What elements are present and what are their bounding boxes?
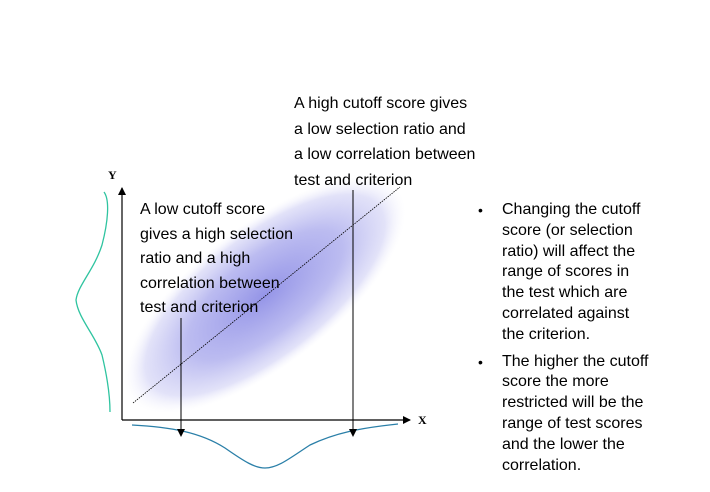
bullet-2-line-1: The higher the cutoff bbox=[502, 352, 649, 370]
x-distribution-curve bbox=[131, 423, 399, 469]
explanation-bullets: • Changing the cutoff score (or selectio… bbox=[476, 200, 691, 482]
bullet-1-line-5: the test which are bbox=[502, 284, 628, 302]
bullet-1-line-3: ratio) will affect the bbox=[502, 242, 636, 260]
y-distribution-curve bbox=[75, 191, 111, 413]
bullet-item: • The higher the cutoff score the more r… bbox=[476, 352, 691, 477]
bullet-2-line-5: and the lower the bbox=[502, 435, 625, 453]
low-cutoff-annotation: A low cutoff score gives a high selectio… bbox=[140, 198, 320, 321]
scatter-ellipse bbox=[124, 176, 406, 414]
regression-line bbox=[132, 186, 401, 404]
high-cutoff-line-4: test and criterion bbox=[294, 171, 413, 189]
low-cutoff-line-2: gives a high selection bbox=[140, 225, 293, 243]
y-axis-label: Y bbox=[108, 168, 117, 182]
bullet-item: • Changing the cutoff score (or selectio… bbox=[476, 200, 691, 346]
low-cutoff-line-1: A low cutoff score bbox=[140, 201, 266, 218]
bullet-1-line-4: range of scores in bbox=[502, 263, 630, 281]
high-cutoff-line-3: a low correlation between bbox=[294, 146, 476, 163]
bullet-marker: • bbox=[478, 353, 483, 370]
high-cutoff-line-1: A high cutoff score gives bbox=[294, 95, 468, 112]
low-cutoff-line-3: ratio and a high bbox=[140, 250, 251, 267]
bullet-2-line-2: score the more bbox=[502, 373, 609, 391]
bullet-2-line-4: range of test scores bbox=[502, 414, 643, 432]
bullet-2-line-3: restricted will be the bbox=[502, 394, 644, 412]
bullet-marker: • bbox=[478, 202, 483, 218]
bullet-1-line-2: score (or selection bbox=[502, 221, 633, 239]
high-cutoff-annotation: A high cutoff score gives a low selectio… bbox=[294, 91, 509, 193]
low-cutoff-line-4: correlation between bbox=[140, 274, 280, 292]
bullet-2-line-6: correlation. bbox=[502, 456, 582, 474]
x-axis-label: X bbox=[418, 413, 427, 427]
bullet-1-line-7: the criterion. bbox=[502, 325, 591, 343]
bullet-1-line-1: Changing the cutoff bbox=[502, 201, 641, 218]
bullet-1-line-6: correlated against bbox=[502, 304, 630, 322]
low-cutoff-line-5: test and criterion bbox=[140, 299, 259, 316]
high-cutoff-line-2: a low selection ratio and bbox=[294, 120, 466, 138]
